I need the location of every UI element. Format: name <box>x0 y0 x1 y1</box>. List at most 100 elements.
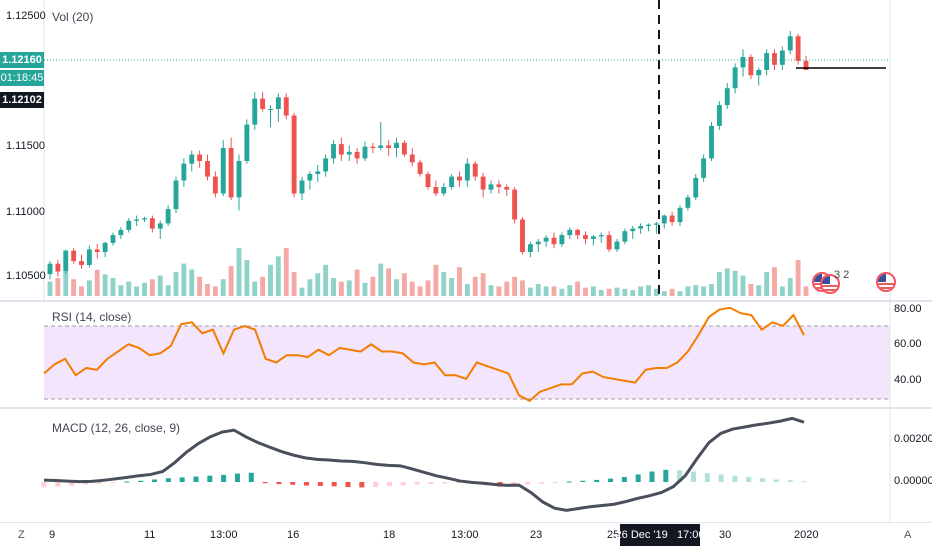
volume-bar <box>244 260 250 296</box>
volume-bar <box>543 286 549 296</box>
volume-bar <box>71 279 77 296</box>
volume-bar <box>315 273 321 296</box>
candle <box>464 158 470 187</box>
candle-countdown-tag: 01:18:45 <box>0 70 44 86</box>
volume-bar <box>716 272 722 296</box>
price-axis-tick: 1.10500 <box>6 270 46 282</box>
candle <box>94 244 100 259</box>
macd-histogram-bar <box>165 478 171 482</box>
us-flag-event-icon[interactable] <box>820 274 840 294</box>
rsi-pane[interactable]: RSI (14, close) 80.00 60.00 40.00 <box>0 302 932 407</box>
volume-bar <box>433 264 439 296</box>
volume-bar <box>795 260 801 296</box>
candle <box>260 92 266 112</box>
auto-scale-left-button[interactable]: Z <box>18 529 25 541</box>
candle <box>244 119 250 164</box>
candle <box>433 180 439 197</box>
volume-bar <box>102 274 108 296</box>
macd-histogram-bar <box>773 479 779 482</box>
volume-bar <box>653 288 659 296</box>
candle <box>630 226 636 239</box>
volume-bar <box>386 268 392 296</box>
volume-bar <box>803 286 809 296</box>
macd-chart[interactable] <box>0 409 932 522</box>
candle <box>590 235 596 246</box>
volume-bar <box>614 287 620 296</box>
volume-bar <box>212 286 218 296</box>
volume-bar <box>134 286 140 296</box>
volume-bar <box>464 284 470 296</box>
volume-bar <box>354 269 360 296</box>
candle <box>646 223 651 232</box>
candle <box>661 214 667 229</box>
volume-bar <box>197 276 203 296</box>
macd-histogram-bar <box>152 479 158 482</box>
volume-bar <box>189 269 195 296</box>
macd-histogram-bar <box>359 482 365 488</box>
volume-bar <box>126 281 132 296</box>
macd-histogram-bar <box>690 471 696 482</box>
last-price-tag: 1.12160 <box>0 52 44 68</box>
time-axis-tick: 25 <box>607 529 620 541</box>
macd-histogram-bar <box>428 482 434 484</box>
volume-bar <box>504 281 510 296</box>
rsi-chart[interactable] <box>0 302 932 407</box>
candle <box>449 174 455 190</box>
candle <box>394 137 399 158</box>
macd-histogram-bar <box>594 479 600 482</box>
macd-histogram-bar <box>649 471 655 482</box>
macd-histogram-bar <box>345 482 351 488</box>
candle <box>323 154 329 177</box>
volume-bar <box>472 276 478 296</box>
volume-bar <box>323 264 329 296</box>
volume-bar <box>441 272 447 296</box>
volume-indicator-label[interactable]: Vol (20) <box>52 10 94 24</box>
macd-histogram-bar <box>456 482 462 484</box>
candle <box>299 176 305 200</box>
time-axis[interactable]: Z 9 11 13:00 16 18 13:00 23 25 30 2020 2… <box>0 522 932 550</box>
volume-bar <box>86 280 92 296</box>
volume-bar <box>118 285 124 296</box>
macd-histogram-bar <box>801 481 807 483</box>
macd-histogram-bar <box>525 482 531 485</box>
auto-scale-right-button[interactable]: A <box>904 529 912 541</box>
pane-separator[interactable] <box>0 407 932 409</box>
us-flag-event-icon[interactable] <box>876 272 896 292</box>
candle <box>165 205 171 226</box>
volume-bar <box>283 248 289 296</box>
macd-histogram-bar <box>96 482 102 484</box>
volume-bar <box>488 285 494 296</box>
volume-bar <box>165 285 171 296</box>
candle <box>401 140 407 158</box>
candle <box>559 232 565 247</box>
candle <box>638 223 644 234</box>
volume-bar <box>748 284 754 296</box>
candle <box>157 220 163 239</box>
macd-histogram-bar <box>677 470 683 482</box>
candle <box>362 141 368 161</box>
volume-bar <box>724 268 730 296</box>
macd-indicator-label[interactable]: MACD (12, 26, close, 9) <box>52 421 181 435</box>
macd-histogram-bar <box>386 482 392 487</box>
macd-histogram-bar <box>608 478 614 482</box>
candle <box>622 228 628 245</box>
macd-histogram-bar <box>110 482 116 483</box>
pane-separator[interactable] <box>0 300 932 302</box>
macd-histogram-bar <box>304 482 310 486</box>
rsi-indicator-label[interactable]: RSI (14, close) <box>52 310 132 324</box>
volume-bar <box>535 284 541 296</box>
volume-bar <box>693 285 699 296</box>
candle <box>331 140 336 164</box>
volume-bar <box>291 272 297 296</box>
price-chart[interactable] <box>0 0 932 300</box>
price-pane[interactable]: Vol (20) 1.12500 1.11500 1.11000 1.10500… <box>0 0 932 300</box>
candle <box>197 150 203 168</box>
macd-axis-tick: 0.00200 <box>894 433 932 445</box>
volume-bar <box>370 276 376 296</box>
price-axis-tick: 1.12500 <box>6 10 46 22</box>
volume-bar <box>252 281 258 296</box>
candle <box>779 46 785 70</box>
macd-pane[interactable]: MACD (12, 26, close, 9) 0.00200 0.00000 <box>0 409 932 522</box>
candle <box>685 194 691 211</box>
macd-histogram-bar <box>262 482 268 484</box>
